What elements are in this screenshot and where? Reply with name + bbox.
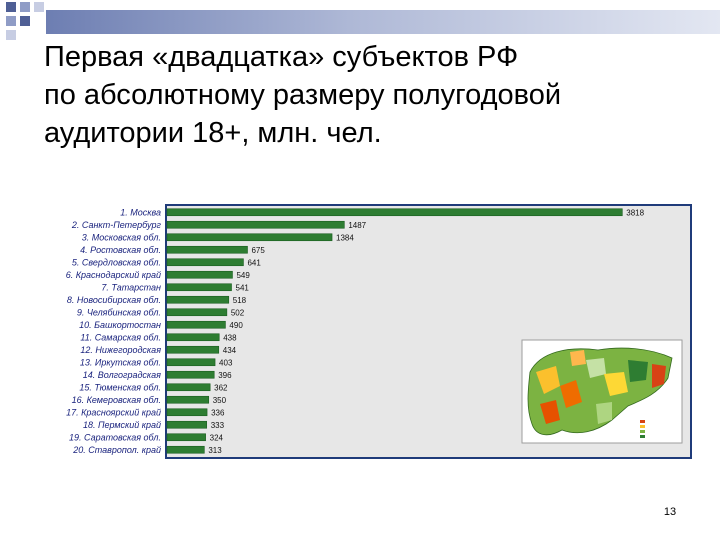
bar: [166, 408, 208, 417]
russia-regions-map-icon: [527, 347, 673, 436]
data-label: 549: [236, 271, 250, 280]
map-legend-swatch: [640, 420, 645, 423]
bar: [166, 333, 220, 342]
map-legend-swatch: [640, 435, 645, 438]
bar: [166, 245, 248, 254]
title-line-3: аудитории 18+, млн. чел.: [44, 117, 382, 149]
bar: [166, 445, 205, 454]
deco-square: [6, 16, 16, 26]
bar: [166, 233, 333, 242]
bar: [166, 308, 228, 317]
category-label: 2. Санкт-Петербург: [71, 220, 162, 230]
bar: [166, 258, 244, 267]
bar: [166, 295, 230, 304]
category-label: 14. Волгоградская: [83, 370, 161, 380]
category-label: 1. Москва: [120, 207, 161, 217]
page-number: 13: [663, 506, 677, 518]
bar: [166, 420, 208, 429]
category-label: 15. Тюменская обл.: [79, 382, 161, 392]
bar: [166, 433, 206, 442]
data-label: 641: [247, 258, 261, 267]
category-label: 6. Краснодарский край: [66, 270, 161, 280]
bar: [166, 320, 226, 329]
header-decoration: [0, 0, 720, 40]
data-label: 434: [223, 346, 237, 355]
data-label: 490: [229, 321, 243, 330]
category-label: 7. Татарстан: [101, 282, 161, 292]
data-label: 1487: [348, 221, 366, 230]
data-label: 518: [233, 296, 247, 305]
data-label: 336: [211, 408, 225, 417]
bar: [166, 383, 211, 392]
title-line-2: по абсолютному размеру полугодовой: [44, 79, 562, 111]
slide-title: Первая «двадцатка» субъектов РФ по абсол…: [44, 38, 684, 152]
bar: [166, 358, 216, 367]
bar: [166, 220, 345, 229]
category-label: 20. Ставропол. край: [72, 445, 161, 455]
data-label: 438: [223, 333, 237, 342]
map-inset: [521, 339, 683, 444]
bar: [166, 208, 623, 217]
data-label: 350: [213, 396, 227, 405]
header-gradient-band: [46, 10, 720, 34]
deco-square: [20, 16, 30, 26]
data-label: 502: [231, 308, 245, 317]
deco-square: [20, 2, 30, 12]
category-label: 12. Нижегородская: [80, 345, 161, 355]
category-label: 8. Новосибирская обл.: [67, 295, 161, 305]
category-label: 18. Пермский край: [83, 420, 161, 430]
data-label: 396: [218, 371, 232, 380]
deco-square: [6, 2, 16, 12]
category-label: 17. Красноярский край: [66, 407, 161, 417]
data-label: 3818: [626, 208, 644, 217]
map-legend-swatch: [640, 430, 645, 433]
deco-square: [6, 30, 16, 40]
category-label: 16. Кемеровская обл.: [72, 395, 161, 405]
category-label: 4. Ростовская обл.: [80, 245, 161, 255]
data-label: 1384: [336, 233, 354, 242]
deco-square: [34, 2, 44, 12]
category-label: 5. Свердловская обл.: [72, 257, 161, 267]
data-label: 403: [219, 358, 233, 367]
bars-layer: 1. Москва 3818 2. Санкт-Петербург 1487 3. Мо…: [66, 207, 645, 455]
data-label: 333: [211, 421, 225, 430]
title-line-1: Первая «двадцатка» субъектов РФ: [44, 41, 519, 73]
data-label: 324: [210, 433, 224, 442]
category-label: 10. Башкортостан: [79, 320, 161, 330]
category-label: 13. Иркутская обл.: [80, 357, 161, 367]
data-label: 541: [236, 283, 250, 292]
bar: [166, 370, 215, 379]
bar: [166, 395, 210, 404]
category-label: 19. Саратовская обл.: [69, 432, 161, 442]
category-label: 3. Московская обл.: [82, 232, 161, 242]
bar: [166, 345, 220, 354]
category-label: 9. Челябинская обл.: [77, 307, 161, 317]
bar: [166, 283, 232, 292]
category-label: 11. Самарская обл.: [80, 332, 161, 342]
map-legend-swatch: [640, 425, 645, 428]
data-label: 675: [251, 246, 265, 255]
data-label: 362: [214, 383, 228, 392]
bar: [166, 270, 233, 279]
data-label: 313: [208, 446, 222, 455]
